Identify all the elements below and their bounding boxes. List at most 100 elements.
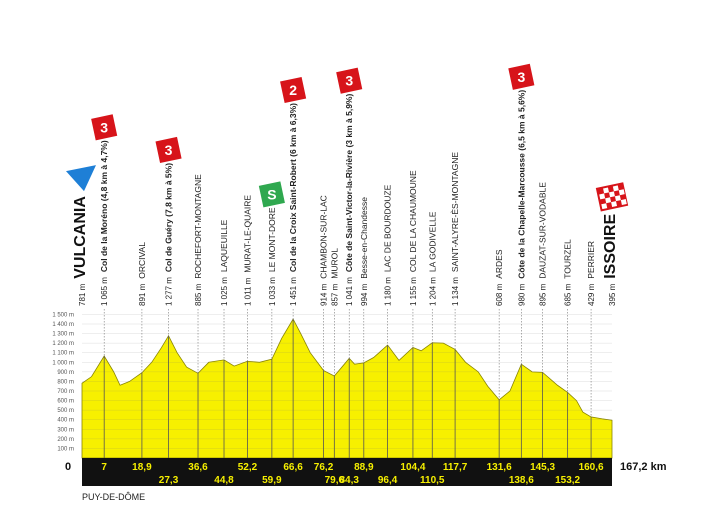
waypoint-label: 914 m CHAMBON-SUR-LAC: [319, 195, 329, 306]
waypoint-name: Besse-en-Chandesse: [359, 197, 369, 279]
waypoint-name: PERRIER: [586, 241, 596, 279]
flag-check: [612, 185, 619, 192]
km-label: 7: [101, 462, 107, 473]
y-tick-label: 400 m: [57, 418, 74, 424]
y-tick-label: 500 m: [57, 408, 74, 414]
waypoint-name: MUROL: [329, 248, 339, 279]
waypoint-label: 608 m ARDES: [494, 249, 504, 306]
flag-check: [618, 189, 625, 196]
badge-shape: [508, 63, 535, 90]
waypoint-name: COL DE LA CHAUMOUNE: [408, 170, 418, 272]
waypoint-name: Col de la Croix Saint-Robert (6 km à 6,3…: [288, 103, 298, 272]
region: PUY-DE-DÔME: [82, 492, 145, 502]
waypoint-altitude: 395 m: [608, 283, 617, 306]
waypoint-label: 685 m TOURZEL: [563, 239, 573, 306]
waypoint-label: 1 041 m Côte de Saint-Victor-la-Rivière (…: [344, 94, 354, 306]
waypoint-name: LA GODIVELLE: [427, 211, 437, 272]
climb-badge: 3: [155, 136, 182, 164]
waypoint-altitude: 1 451 m: [289, 277, 298, 306]
waypoint-label: 1 180 m LAC DE BOURDOUZE: [383, 184, 393, 306]
waypoint-label: 1 011 m MURAT-LE-QUAIRE: [242, 195, 252, 306]
waypoint-altitude: 980 m: [517, 283, 526, 306]
km-label: 110,5: [420, 475, 445, 486]
sprint-badge: S: [258, 181, 285, 208]
km-label: 66,6: [283, 462, 303, 473]
waypoint-altitude: 1 033 m: [268, 277, 277, 306]
waypoint-altitude: 1 204 m: [428, 277, 437, 306]
km-label: 131,6: [487, 462, 512, 473]
climb-category: 3: [165, 142, 173, 158]
waypoint-altitude: 1 065 m: [100, 277, 109, 306]
waypoint-name: MURAT-LE-QUAIRE: [242, 195, 252, 273]
waypoint-name: DAUZAT-SUR-VODABLE: [538, 182, 548, 279]
km-label: 52,2: [238, 462, 258, 473]
waypoint-altitude: 1 011 m: [243, 277, 252, 306]
y-tick-label: 800 m: [57, 379, 74, 385]
waypoint-altitude: 685 m: [564, 283, 573, 306]
km-label: 79,6: [325, 475, 345, 486]
badge-shape: [258, 181, 285, 208]
waypoint-label: 1 277 m Col de Guéry (7,8 km à 5%): [164, 163, 174, 306]
waypoint-label: 429 m PERRIER: [586, 241, 596, 306]
waypoint-label: 891 m ORCIVAL: [137, 242, 147, 306]
flag-check: [620, 199, 627, 205]
y-tick-label: 1 200 m: [52, 341, 74, 347]
km-label: 138,6: [509, 475, 534, 486]
waypoint-name: TOURZEL: [563, 239, 573, 279]
waypoint-altitude: 891 m: [138, 283, 147, 306]
waypoint-altitude: 1 134 m: [451, 277, 460, 306]
climb-category: 3: [517, 69, 525, 85]
km-label: 160,6: [579, 462, 604, 473]
km-label: 27,3: [159, 475, 179, 486]
waypoint-name: ISSOIRE: [602, 214, 619, 279]
km-label: 153,2: [555, 475, 580, 486]
climb-badge: 3: [508, 63, 535, 90]
waypoint-name: ORCIVAL: [137, 242, 147, 279]
waypoint-label: 895 m DAUZAT-SUR-VODABLE: [538, 182, 548, 306]
badge-shape: [280, 76, 307, 104]
waypoint-altitude: 1 180 m: [384, 277, 393, 306]
waypoint-name: LAQUEUILLE: [219, 219, 229, 272]
km-label: 104,4: [400, 462, 425, 473]
waypoint-label: 994 m Besse-en-Chandesse: [359, 197, 369, 306]
waypoint-name: ARDES: [494, 249, 504, 279]
flag-check: [603, 187, 610, 194]
km-label: 0: [65, 461, 71, 473]
start-flag: [66, 165, 96, 192]
y-tick-label: 700 m: [57, 389, 74, 395]
waypoint-name: ROCHEFORT-MONTAGNE: [193, 174, 203, 279]
waypoint-altitude: 608 m: [495, 283, 504, 306]
waypoint-altitude: 1 155 m: [409, 277, 418, 306]
km-label: 88,9: [354, 462, 374, 473]
waypoint-altitude: 1 025 m: [220, 277, 229, 306]
badge-shape: [336, 67, 363, 94]
km-label: 36,6: [188, 462, 208, 473]
km-label: 84,3: [339, 475, 359, 486]
climb-badge: 2: [280, 76, 307, 104]
flag-check: [609, 191, 615, 198]
waypoint-altitude: 781 m: [78, 283, 87, 306]
waypoint-altitude: 994 m: [360, 283, 369, 306]
climb-category: 3: [345, 73, 353, 89]
waypoint-label: 1 134 m SAINT-ALYRE-ÈS-MONTAGNE: [450, 152, 460, 306]
waypoint-name: Col de Guéry (7,8 km à 5%): [164, 163, 174, 272]
waypoint-name: Côte de la Chapelle-Marcousse (6,5 km à …: [516, 90, 526, 279]
waypoint-label: 1 025 m LAQUEUILLE: [219, 219, 229, 306]
km-label: 44,8: [214, 475, 234, 486]
waypoint-name: SAINT-ALYRE-ÈS-MONTAGNE: [450, 152, 460, 272]
waypoint-label: 395 m ISSOIRE: [602, 214, 619, 306]
y-tick-label: 100 m: [57, 446, 74, 452]
waypoint-altitude: 1 041 m: [345, 277, 354, 306]
flag-check: [611, 201, 618, 208]
elevation-area: [81, 318, 613, 459]
waypoint-label: 1 155 m COL DE LA CHAUMOUNE: [408, 170, 418, 306]
badge-shape: [91, 114, 118, 141]
waypoint-label: 1 065 m Col de la Moréno (4,8 km à 4,7%): [99, 140, 109, 306]
flag-check: [601, 203, 608, 210]
km-label: 18,9: [132, 462, 152, 473]
waypoint-label: 1 451 m Col de la Croix Saint-Robert (6 k…: [288, 103, 298, 306]
flag-check: [605, 197, 612, 204]
km-label: 145,3: [530, 462, 555, 473]
waypoint-name: Col de la Moréno (4,8 km à 4,7%): [99, 140, 109, 272]
waypoint-label: 1 033 m LE MONT-DORE: [267, 207, 277, 306]
